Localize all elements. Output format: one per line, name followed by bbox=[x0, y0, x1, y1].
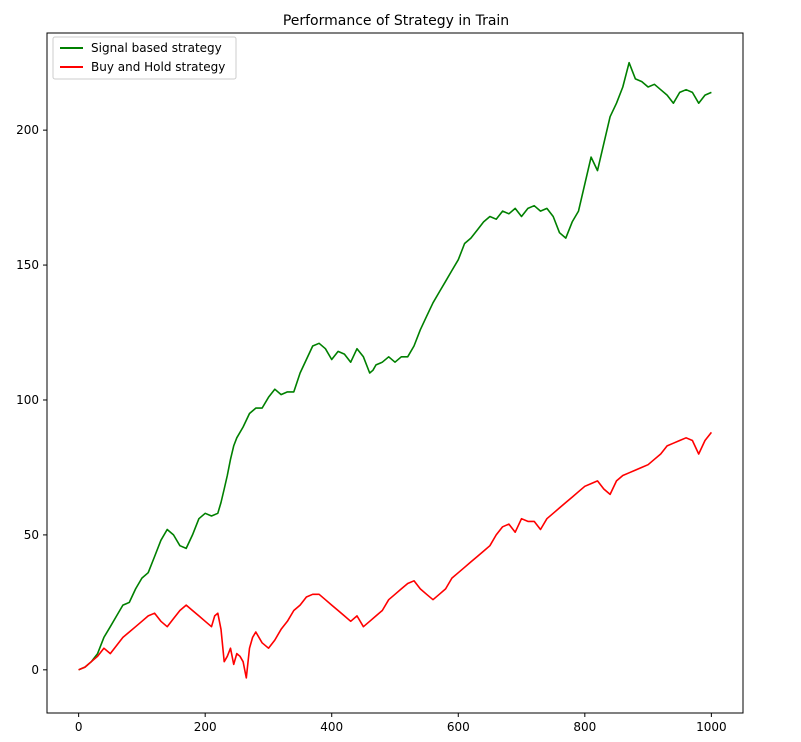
y-tick-label: 150 bbox=[16, 258, 39, 272]
series-line-buyhold bbox=[78, 431, 713, 679]
x-tick-label: 600 bbox=[447, 720, 470, 734]
y-tick-label: 200 bbox=[16, 123, 39, 137]
x-tick-label: 800 bbox=[573, 720, 596, 734]
axis-ticks: 0 200 400 600 800 1000 0 50 100 150 200 bbox=[16, 123, 727, 734]
legend-label-buyhold: Buy and Hold strategy bbox=[91, 60, 225, 74]
series-lines bbox=[78, 61, 713, 679]
y-tick-label: 50 bbox=[24, 528, 39, 542]
plot-frame bbox=[46, 32, 744, 714]
x-tick-label: 0 bbox=[75, 720, 83, 734]
legend: Signal based strategy Buy and Hold strat… bbox=[52, 36, 237, 80]
y-tick-label: 100 bbox=[16, 393, 39, 407]
series-line-signal bbox=[78, 61, 712, 671]
x-tick-label: 200 bbox=[194, 720, 217, 734]
y-tick-label: 0 bbox=[31, 663, 39, 677]
x-tick-label: 400 bbox=[320, 720, 343, 734]
x-tick-label: 1000 bbox=[696, 720, 727, 734]
legend-box bbox=[52, 36, 237, 80]
legend-label-signal: Signal based strategy bbox=[91, 41, 222, 55]
chart-title: Performance of Strategy in Train bbox=[283, 13, 509, 29]
